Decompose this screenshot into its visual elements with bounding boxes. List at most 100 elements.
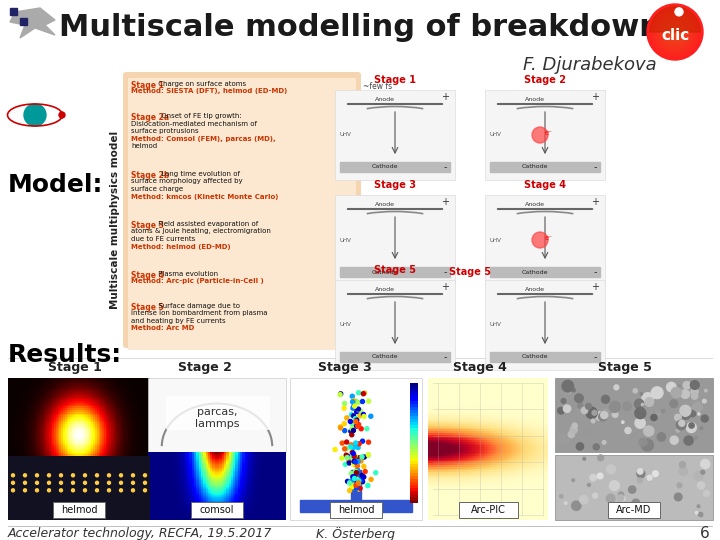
Bar (410, 446, 418, 449)
Text: UHV: UHV (340, 238, 352, 242)
Text: Stage 3: Stage 3 (318, 361, 372, 375)
Circle shape (84, 489, 86, 492)
Bar (410, 467, 418, 470)
Circle shape (355, 418, 359, 422)
Text: Dislocation-mediated mechanism of: Dislocation-mediated mechanism of (131, 120, 257, 126)
Bar (340, 352, 450, 362)
Circle shape (351, 446, 356, 449)
Text: comsol: comsol (199, 505, 234, 515)
Text: Cathode: Cathode (522, 165, 548, 170)
Circle shape (357, 456, 361, 460)
Text: Arc-PIC: Arc-PIC (471, 505, 505, 515)
Circle shape (361, 475, 366, 479)
Text: Anode: Anode (525, 287, 545, 292)
Text: Cathode: Cathode (522, 354, 548, 360)
Bar (410, 482, 418, 485)
Bar (490, 162, 600, 172)
Text: +: + (441, 282, 449, 292)
Circle shape (647, 443, 651, 448)
Text: UHV: UHV (490, 132, 502, 138)
Text: 6: 6 (701, 526, 710, 540)
Circle shape (696, 511, 698, 514)
Circle shape (353, 404, 356, 408)
Circle shape (351, 450, 354, 455)
Circle shape (349, 443, 354, 447)
Circle shape (577, 403, 583, 408)
Circle shape (107, 481, 110, 484)
Circle shape (677, 483, 682, 488)
Bar (410, 392, 418, 395)
Bar (410, 476, 418, 479)
Bar (555, 455, 713, 520)
Circle shape (356, 391, 361, 395)
Circle shape (618, 495, 624, 501)
Circle shape (564, 502, 567, 504)
Text: helmod: helmod (60, 505, 97, 515)
Circle shape (580, 496, 588, 504)
Circle shape (353, 454, 357, 458)
Circle shape (705, 389, 707, 392)
Circle shape (354, 469, 358, 473)
Circle shape (357, 408, 361, 412)
Text: -: - (593, 162, 597, 172)
Text: Surface damage due to: Surface damage due to (156, 303, 240, 309)
Circle shape (350, 485, 354, 489)
Circle shape (637, 469, 643, 474)
Circle shape (343, 447, 346, 451)
Circle shape (347, 461, 351, 465)
Bar (410, 455, 418, 458)
Text: ~10s ns: ~10s ns (363, 172, 395, 181)
Text: Cathode: Cathode (372, 269, 398, 274)
Circle shape (694, 471, 703, 480)
Circle shape (361, 439, 364, 443)
Text: Anode: Anode (525, 202, 545, 207)
Circle shape (532, 232, 548, 248)
Circle shape (640, 393, 642, 395)
Text: Anode: Anode (375, 202, 395, 207)
Bar (410, 422, 418, 425)
Circle shape (349, 471, 354, 475)
Circle shape (359, 427, 363, 431)
Text: Cathode: Cathode (372, 354, 398, 360)
Circle shape (363, 470, 367, 474)
Circle shape (701, 415, 708, 422)
Circle shape (35, 481, 38, 484)
Circle shape (652, 387, 663, 399)
Text: clic: clic (661, 28, 689, 43)
Circle shape (360, 455, 364, 459)
Text: Anode: Anode (375, 97, 395, 102)
Circle shape (349, 413, 354, 417)
Text: Onset of FE tip growth:: Onset of FE tip growth: (159, 113, 242, 119)
Circle shape (700, 427, 703, 429)
Text: Stage 3: Stage 3 (374, 180, 416, 190)
Circle shape (656, 13, 694, 51)
Circle shape (599, 413, 607, 421)
Circle shape (564, 438, 568, 443)
Bar (490, 352, 600, 362)
Circle shape (621, 496, 625, 501)
Circle shape (585, 403, 591, 409)
Bar (335, 280, 455, 370)
Circle shape (652, 471, 658, 477)
Circle shape (356, 422, 361, 427)
Circle shape (351, 462, 356, 466)
FancyBboxPatch shape (166, 396, 270, 430)
Circle shape (24, 104, 46, 126)
Circle shape (586, 407, 597, 419)
Circle shape (593, 493, 598, 498)
Circle shape (107, 474, 110, 477)
Bar (335, 195, 455, 285)
FancyBboxPatch shape (459, 502, 518, 518)
Circle shape (48, 474, 50, 477)
Circle shape (132, 474, 135, 477)
FancyBboxPatch shape (123, 72, 361, 348)
Text: Method: helmod (ED-MD): Method: helmod (ED-MD) (131, 244, 230, 249)
Bar (410, 425, 418, 428)
Circle shape (583, 457, 585, 460)
Circle shape (598, 473, 603, 479)
Circle shape (374, 471, 378, 475)
Circle shape (356, 424, 360, 428)
Circle shape (647, 4, 703, 60)
Circle shape (673, 31, 677, 33)
Circle shape (369, 477, 373, 482)
